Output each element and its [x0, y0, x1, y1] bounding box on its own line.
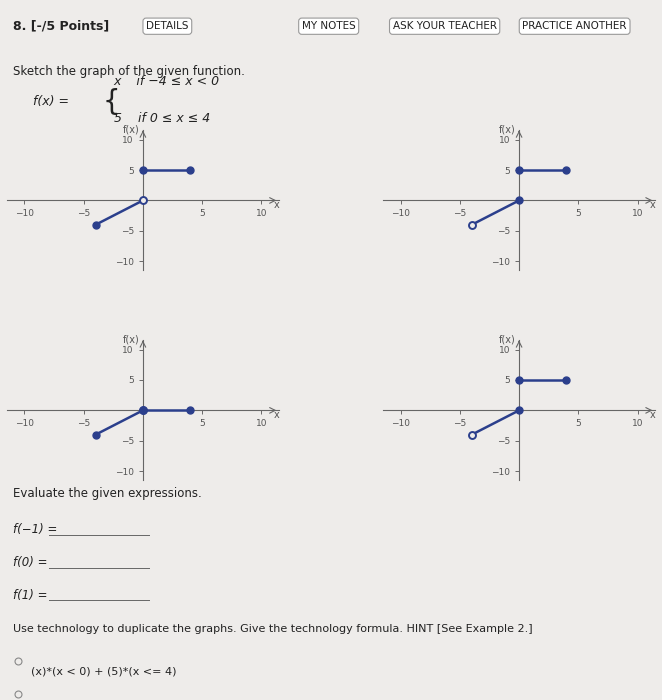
Text: x: x	[274, 200, 280, 211]
Text: x    if −4 ≤ x < 0: x if −4 ≤ x < 0	[114, 75, 220, 88]
Text: DETAILS: DETAILS	[146, 21, 189, 32]
Text: Use technology to duplicate the graphs. Give the technology formula. HINT [See E: Use technology to duplicate the graphs. …	[13, 624, 533, 634]
Text: f(x): f(x)	[499, 334, 516, 344]
Text: f(1) =: f(1) =	[13, 589, 48, 602]
Text: x: x	[650, 410, 656, 420]
Text: f(0) =: f(0) =	[13, 556, 48, 569]
Text: ASK YOUR TEACHER: ASK YOUR TEACHER	[393, 21, 496, 32]
Text: PRACTICE ANOTHER: PRACTICE ANOTHER	[522, 21, 627, 32]
Text: f(−1) =: f(−1) =	[13, 523, 58, 536]
Text: f(x): f(x)	[122, 334, 140, 344]
Text: f(x) =: f(x) =	[32, 95, 69, 108]
Text: Sketch the graph of the given function.: Sketch the graph of the given function.	[13, 65, 245, 78]
Text: 8. [-/5 Points]: 8. [-/5 Points]	[13, 20, 109, 33]
Text: (x)*(x < 0) + (5)*(x <= 4): (x)*(x < 0) + (5)*(x <= 4)	[31, 666, 177, 676]
Text: {: {	[103, 88, 120, 116]
Text: x: x	[274, 410, 280, 420]
Text: x: x	[650, 200, 656, 211]
Text: Evaluate the given expressions.: Evaluate the given expressions.	[13, 486, 202, 500]
Text: 5    if 0 ≤ x ≤ 4: 5 if 0 ≤ x ≤ 4	[114, 111, 210, 125]
Text: MY NOTES: MY NOTES	[302, 21, 355, 32]
Text: f(x): f(x)	[122, 125, 140, 134]
Text: f(x): f(x)	[499, 125, 516, 134]
